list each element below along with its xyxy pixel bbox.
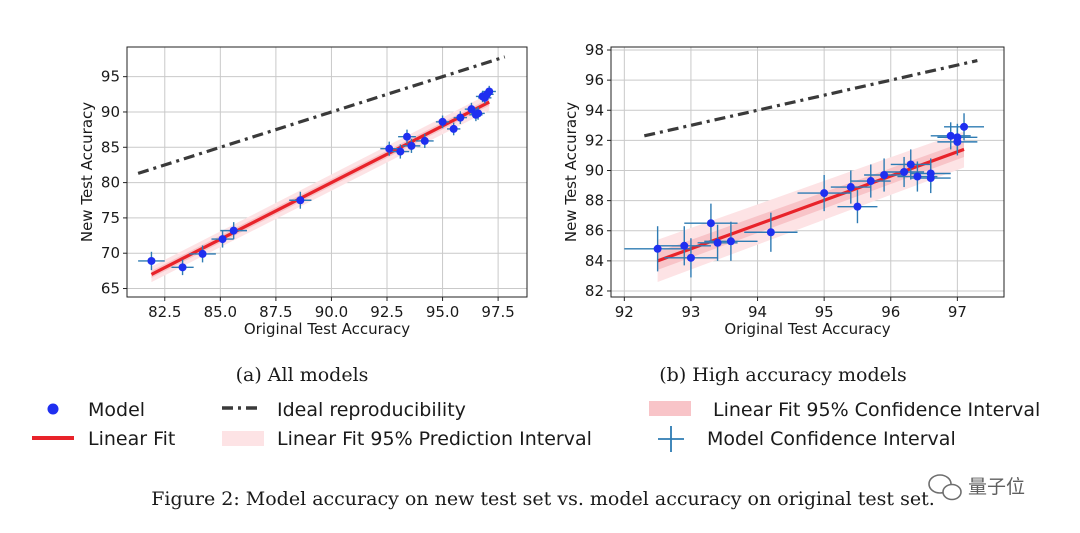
x-tick-label: 95.0 — [426, 303, 459, 321]
ideal-reproducibility-line — [643, 58, 978, 138]
model-point — [456, 113, 465, 122]
model-point — [686, 253, 695, 262]
model-point — [296, 196, 305, 205]
wechat-logo-icon — [928, 474, 962, 501]
y-axis-label: New Test Accuracy — [78, 102, 96, 242]
y-tick-label: 70 — [101, 244, 120, 262]
y-tick-label: 88 — [585, 192, 604, 210]
watermark: 量子位 — [928, 474, 1025, 501]
model-point — [218, 235, 227, 244]
x-tick-label: 97 — [948, 303, 967, 321]
model-point — [420, 136, 429, 145]
ideal-reproducibility-line — [137, 55, 506, 175]
model-point — [846, 183, 855, 192]
plot-frame — [610, 46, 1005, 298]
model-point — [713, 238, 722, 247]
legend-label-linear-fit: Linear Fit — [88, 428, 175, 450]
model-point — [913, 172, 922, 181]
panel-all-models: 82.5 85.0 87.5 90.0 92.5 95.0 97.5 65 70 75 80 85 9… — [78, 46, 528, 338]
model-point — [900, 168, 909, 176]
model-point — [960, 122, 969, 131]
model-point — [926, 174, 935, 183]
plot-frame — [126, 46, 528, 298]
model-point — [766, 228, 775, 237]
y-tick-label: 98 — [585, 41, 604, 59]
subcaption-b: (b) High accuracy models — [659, 364, 906, 386]
y-tick-label: 95 — [101, 68, 120, 86]
x-tick-label: 93 — [681, 303, 700, 321]
linear-fit-line — [150, 100, 490, 276]
x-tick-label: 92 — [615, 303, 634, 321]
panel-high-accuracy: 92 93 94 95 96 97 82 84 86 88 90 92 94 96 98 Original… — [562, 41, 1005, 338]
legend: Model Ideal reproducibility Linear Fit 9… — [32, 399, 1040, 452]
model-point — [178, 263, 187, 272]
model-point — [680, 241, 689, 250]
model-point — [229, 226, 238, 235]
y-tick-label: 90 — [585, 161, 604, 179]
y-axis-label: New Test Accuracy — [562, 102, 580, 242]
legend-label-prediction-interval: Linear Fit 95% Prediction Interval — [277, 428, 592, 450]
legend-entry-ideal: Ideal reproducibility — [222, 399, 466, 421]
legend-label-confidence-interval: Linear Fit 95% Confidence Interval — [713, 399, 1040, 421]
model-point — [485, 87, 494, 96]
x-tick-label: 94 — [748, 303, 767, 321]
prediction-band-swatch-icon — [222, 431, 264, 446]
model-point — [726, 237, 735, 246]
x-tick-label: 90.0 — [315, 303, 348, 321]
legend-label-model: Model — [88, 399, 145, 421]
legend-entry-model-confidence: Model Confidence Interval — [658, 426, 956, 452]
model-point — [438, 117, 447, 126]
model-point — [385, 144, 394, 153]
y-tick-label: 65 — [101, 280, 120, 298]
model-point — [198, 249, 207, 258]
x-tick-label: 97.5 — [481, 303, 514, 321]
y-tick-label: 84 — [585, 252, 604, 270]
model-point — [953, 133, 962, 142]
model-point — [853, 202, 862, 211]
subcaption-a: (a) All models — [236, 364, 369, 386]
x-tick-label: 87.5 — [259, 303, 292, 321]
legend-entry-confidence-interval: Linear Fit 95% Confidence Interval — [649, 399, 1040, 421]
x-axis-label: Original Test Accuracy — [724, 320, 890, 338]
confidence-band-swatch-icon — [649, 401, 691, 416]
model-point — [403, 132, 411, 141]
watermark-text: 量子位 — [968, 476, 1025, 498]
model-point — [946, 131, 955, 140]
y-tick-label: 82 — [585, 282, 604, 300]
y-tick-label: 96 — [585, 71, 604, 89]
x-tick-label: 92.5 — [370, 303, 403, 321]
model-point — [407, 141, 416, 150]
legend-label-model-confidence: Model Confidence Interval — [707, 428, 956, 450]
y-tick-label: 80 — [101, 174, 120, 192]
legend-entry-model: Model — [47, 399, 145, 421]
model-point — [474, 109, 483, 118]
model-marker-icon — [47, 403, 59, 415]
y-tick-label: 85 — [101, 138, 120, 156]
x-tick-label: 82.5 — [148, 303, 181, 321]
x-tick-label: 95 — [815, 303, 834, 321]
legend-entry-prediction-interval: Linear Fit 95% Prediction Interval — [222, 428, 592, 450]
y-tick-label: 86 — [585, 222, 604, 240]
model-point — [866, 177, 875, 186]
model-point — [880, 171, 889, 180]
model-point — [467, 105, 476, 114]
model-point — [396, 147, 405, 156]
model-point — [906, 160, 915, 169]
x-tick-label: 96 — [881, 303, 900, 321]
model-point — [706, 219, 715, 228]
y-tick-label: 90 — [101, 103, 120, 121]
legend-label-ideal: Ideal reproducibility — [277, 399, 466, 421]
legend-entry-linear-fit: Linear Fit — [32, 428, 175, 450]
x-axis-label: Original Test Accuracy — [244, 320, 410, 338]
y-tick-label: 92 — [585, 131, 604, 149]
model-point — [147, 256, 156, 265]
y-tick-label: 94 — [585, 101, 604, 119]
model-point — [820, 189, 829, 198]
y-tick-label: 75 — [101, 209, 120, 227]
figure-caption: Figure 2: Model accuracy on new test set… — [151, 488, 935, 510]
x-tick-label: 85.0 — [204, 303, 237, 321]
model-point — [653, 244, 662, 253]
model-point — [449, 124, 458, 133]
